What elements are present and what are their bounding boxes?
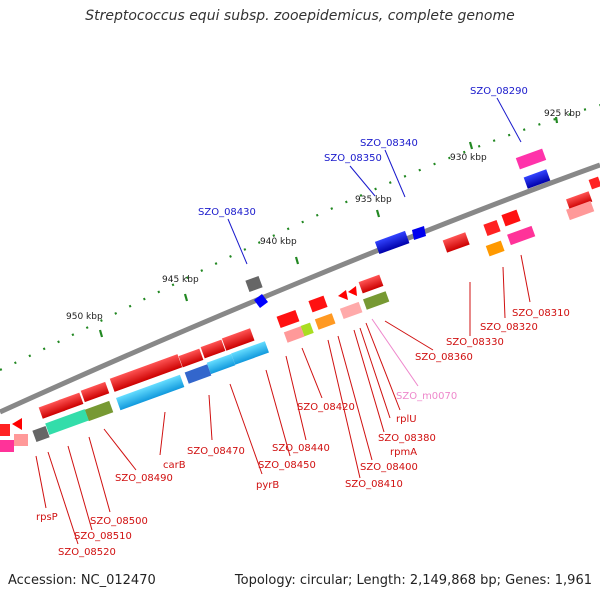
gene-label-szo08420: SZO_08420: [297, 402, 355, 413]
gene-label-szo08470: SZO_08470: [187, 446, 245, 457]
tick-label-930: 930 kbp: [450, 153, 487, 163]
tick-label-925: 925 kbp: [544, 109, 581, 119]
tick-label-945: 945 kbp: [162, 275, 199, 285]
gene-label-rpmA: rpmA: [390, 447, 417, 458]
gene-label-szo08500: SZO_08500: [90, 516, 148, 527]
gene-label-szo08510: SZO_08510: [74, 531, 132, 542]
genome-backbone: [0, 162, 600, 415]
gene-label-szo08450: SZO_08450: [258, 460, 316, 471]
gene-label-szo08490: SZO_08490: [115, 473, 173, 484]
gene-label-szo08320: SZO_08320: [480, 322, 538, 333]
tick-label-935: 935 kbp: [355, 195, 392, 205]
gene-label-szo08310: SZO_08310: [512, 308, 570, 319]
gene-label-pyrB: pyrB: [256, 480, 279, 491]
gene-label-szo08380: SZO_08380: [378, 433, 436, 444]
genome-summary-text: Topology: circular; Length: 2,149,868 bp…: [234, 573, 592, 588]
leader-lines: [35, 97, 531, 545]
gene-label-szom0070: SZO_m0070: [396, 391, 457, 402]
gene-label-szo08410: SZO_08410: [345, 479, 403, 490]
gene-label-szo08440: SZO_08440: [272, 443, 330, 454]
gene-label-carB: carB: [163, 460, 186, 471]
gene-label-rpsP: rpsP: [36, 512, 58, 523]
gene-label-szo08330: SZO_08330: [446, 337, 504, 348]
reverse-features-row2: [0, 200, 595, 452]
tick-label-940: 940 kbp: [260, 237, 297, 247]
map-title: Streptococcus equi subsp. zooepidemicus,…: [85, 8, 515, 24]
gene-label-szo08350: SZO_08350: [324, 153, 382, 164]
gene-label-szo08340: SZO_08340: [360, 138, 418, 149]
gene-label-szo08290: SZO_08290: [470, 86, 528, 97]
gene-label-szo08520: SZO_08520: [58, 547, 116, 558]
gene-label-szo08360: SZO_08360: [415, 352, 473, 363]
scale-ticks: [98, 116, 559, 338]
gene-label-szo08430: SZO_08430: [198, 207, 256, 218]
gene-label-rplU: rplU: [396, 414, 417, 425]
gene-label-szo08400: SZO_08400: [360, 462, 418, 473]
scale-ring: [0, 103, 600, 371]
forward-features: [245, 148, 551, 308]
reverse-features-row1: [0, 176, 600, 436]
accession-text: Accession: NC_012470: [8, 573, 156, 588]
tick-label-950: 950 kbp: [66, 312, 103, 322]
